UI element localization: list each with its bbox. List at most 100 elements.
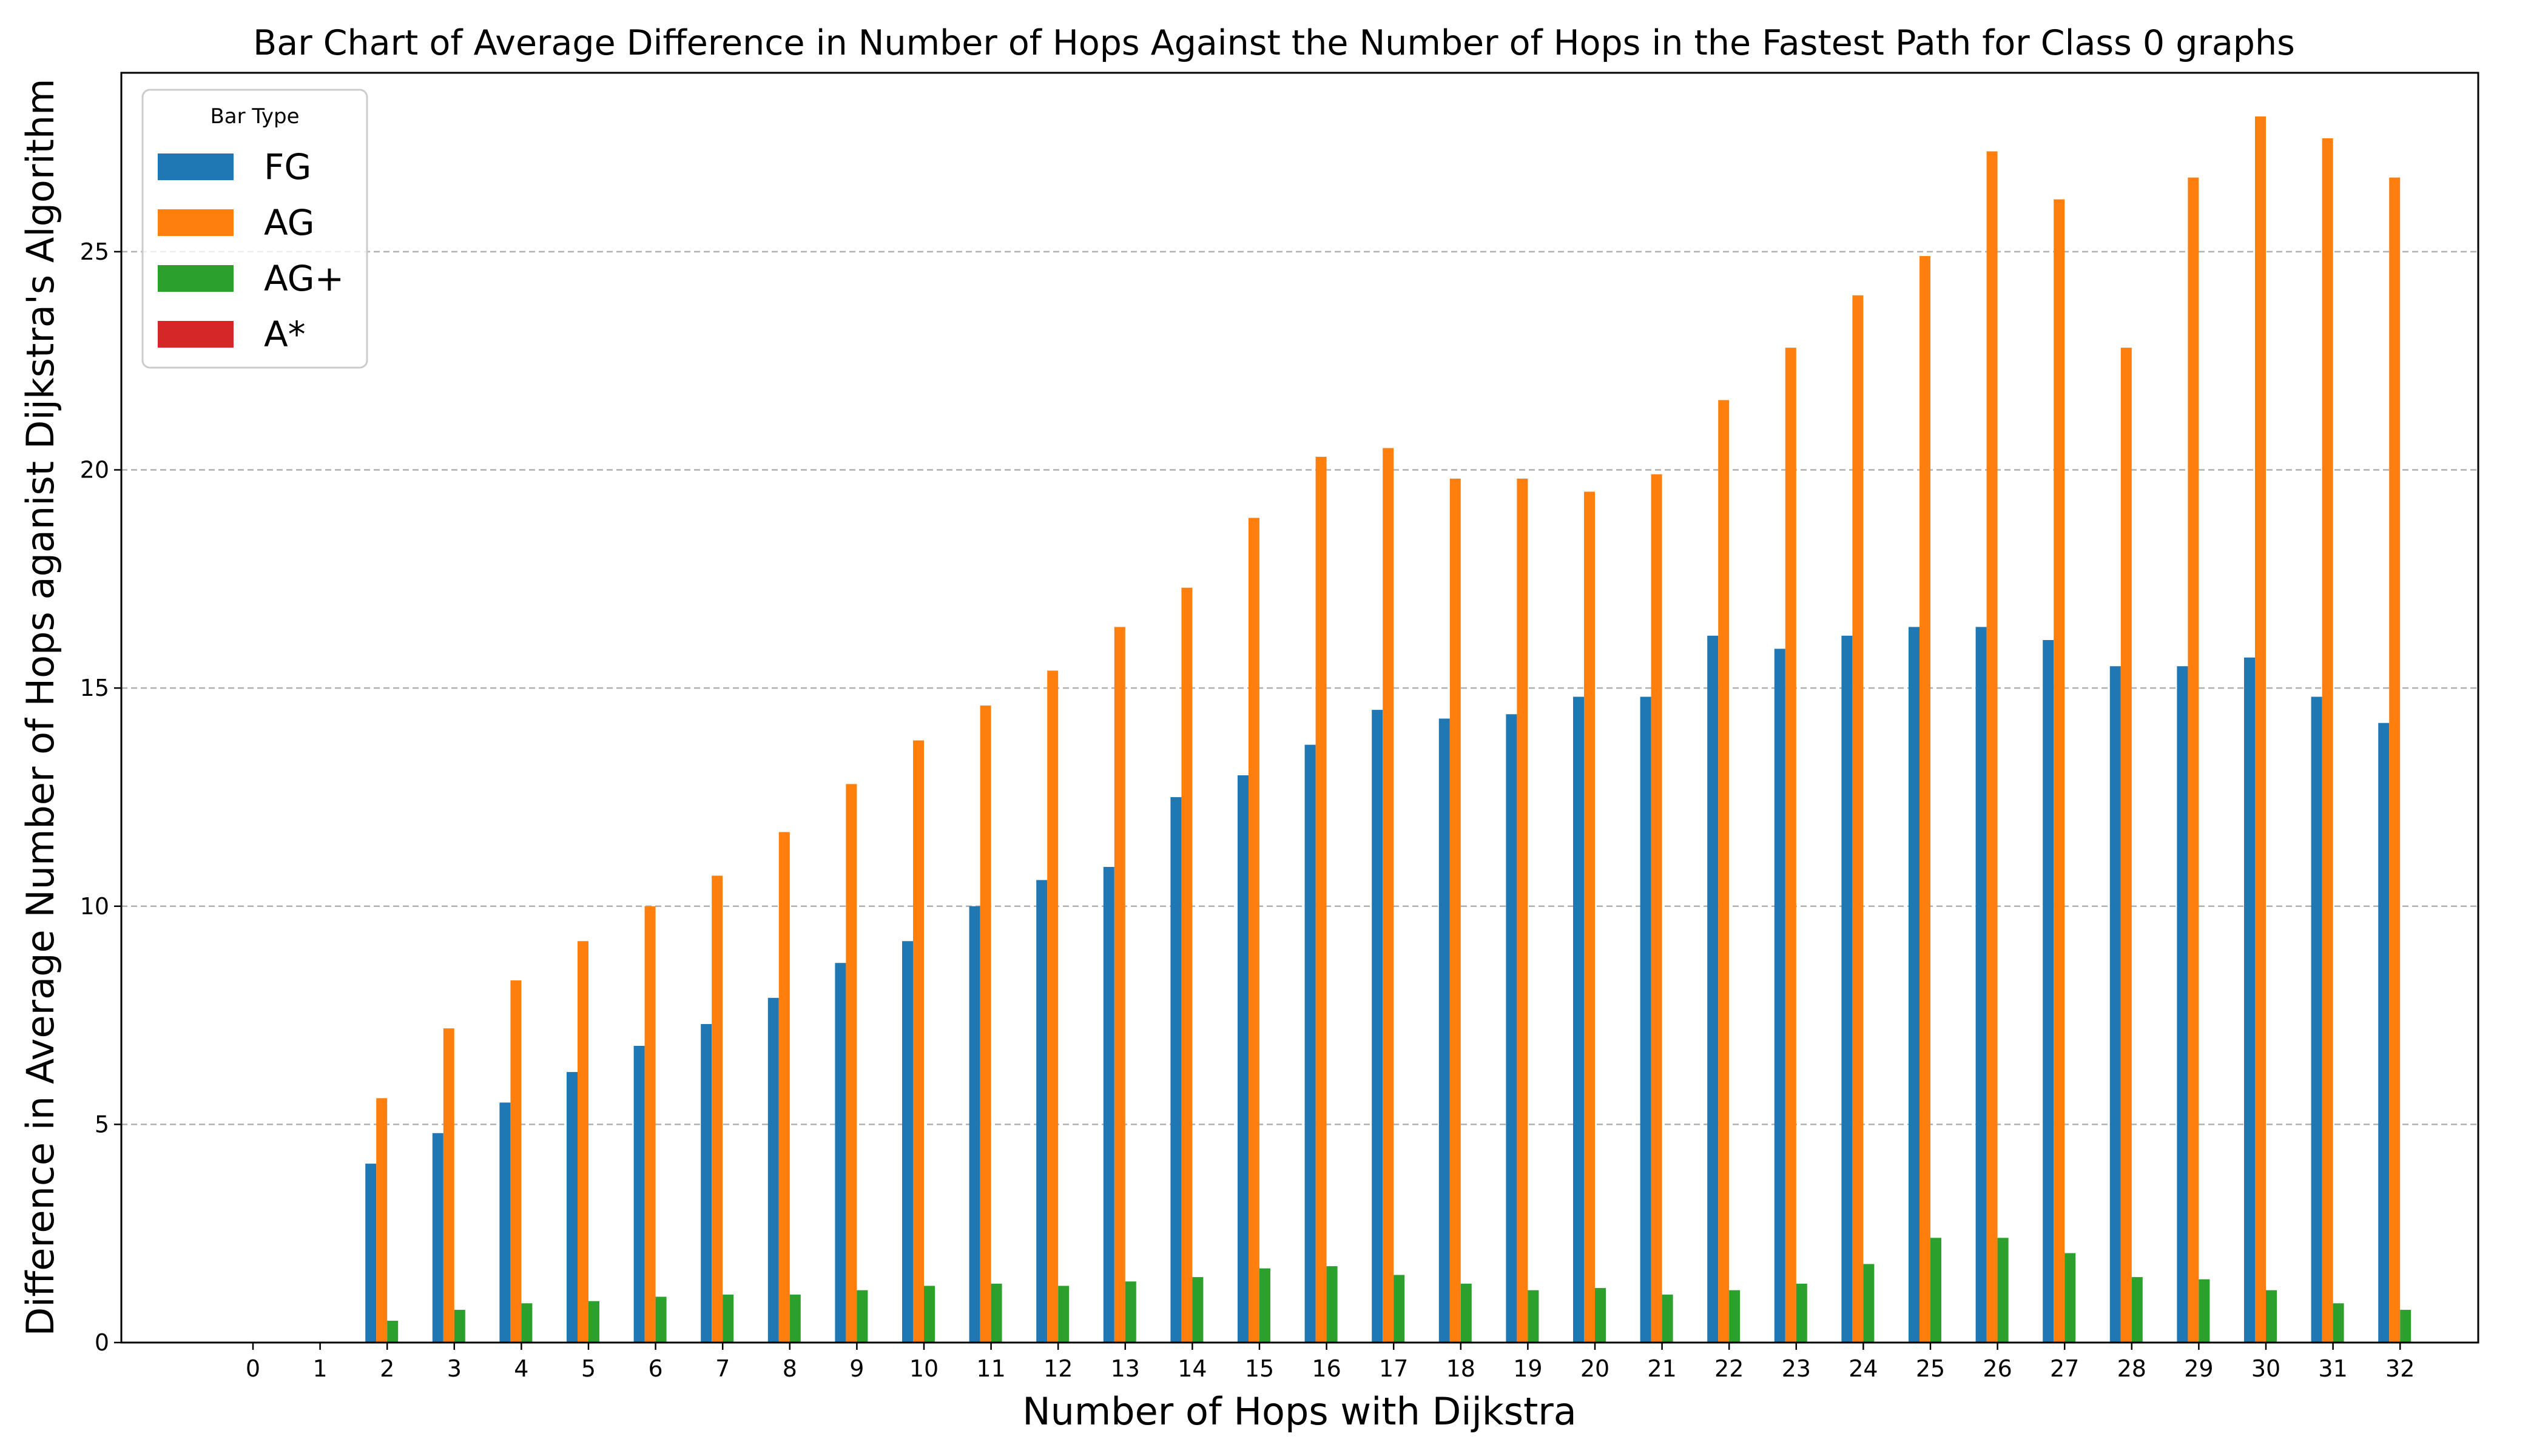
bar-fg-13: [1103, 867, 1114, 1343]
bar-ag-21: [1651, 474, 1662, 1343]
bar-ag-12: [1047, 670, 1059, 1343]
legend-label-fg: FG: [264, 146, 311, 187]
bar-fg-11: [969, 906, 980, 1343]
bar-ag-7: [712, 875, 723, 1343]
y-axis-ticks: 0 5 10 15 20 25: [80, 238, 121, 1356]
bar-ag-27: [2054, 199, 2065, 1343]
bar-ag-5: [578, 941, 588, 1343]
bar-fg-9: [835, 963, 846, 1343]
bar-ag--5: [588, 1301, 599, 1343]
x-axis-ticks: 0 1 2 3 4 5 6 7 8 9 10 11 12 13 14 15 16 17 18 19 20 21 22 23 24…: [246, 1343, 2415, 1382]
bar-fg-8: [767, 997, 779, 1343]
bar-ag--29: [2199, 1279, 2210, 1343]
bar-ag-29: [2188, 177, 2199, 1343]
chart-title: Bar Chart of Average Difference in Numbe…: [253, 23, 2295, 63]
bar-ag-30: [2255, 116, 2266, 1343]
x-tick-label: 6: [649, 1355, 663, 1382]
bar-ag-24: [1852, 295, 1864, 1343]
x-tick-label: 1: [313, 1355, 328, 1382]
bar-ag--3: [454, 1310, 465, 1343]
x-tick-label: 31: [2318, 1355, 2347, 1382]
x-tick-label: 24: [1849, 1355, 1878, 1382]
bar-ag-14: [1181, 587, 1193, 1343]
x-tick-label: 16: [1312, 1355, 1341, 1382]
bar-fg-25: [1909, 627, 1919, 1343]
legend-swatch-ag-: [158, 265, 234, 292]
y-tick-label: 0: [95, 1329, 109, 1356]
bar-ag-13: [1114, 627, 1125, 1343]
bar-ag-18: [1449, 478, 1461, 1343]
bar-ag--21: [1662, 1294, 1673, 1343]
bar-ag-16: [1315, 456, 1327, 1343]
bar-ag--8: [789, 1294, 801, 1343]
x-tick-label: 14: [1178, 1355, 1207, 1382]
bar-fg-7: [701, 1023, 712, 1343]
bar-ag--28: [2131, 1277, 2143, 1343]
bar-ag-11: [980, 705, 991, 1343]
bar-ag--30: [2266, 1290, 2277, 1343]
bar-fg-23: [1774, 649, 1785, 1343]
bar-ag--15: [1259, 1268, 1270, 1343]
x-tick-label: 30: [2251, 1355, 2280, 1382]
x-tick-label: 21: [1647, 1355, 1676, 1382]
bar-ag--23: [1796, 1283, 1807, 1343]
bar-fg-15: [1238, 775, 1249, 1343]
legend-swatch-a-: [158, 321, 234, 348]
bar-ag-22: [1718, 400, 1730, 1343]
bar-fg-6: [633, 1045, 645, 1343]
bar-fg-10: [902, 941, 913, 1343]
legend-title: Bar Type: [210, 104, 299, 129]
bar-fg-16: [1304, 744, 1316, 1343]
bar-ag--14: [1192, 1277, 1204, 1343]
bar-ag-9: [846, 784, 857, 1343]
bar-fg-14: [1170, 797, 1182, 1343]
x-tick-label: 8: [783, 1355, 797, 1382]
bar-ag-31: [2322, 138, 2333, 1343]
bar-ag-19: [1517, 478, 1528, 1343]
legend-label-ag: AG: [264, 202, 315, 243]
x-tick-label: 11: [976, 1355, 1005, 1382]
x-tick-label: 9: [849, 1355, 864, 1382]
plot-area-frame: [120, 72, 2479, 1344]
bar-ag--7: [723, 1294, 734, 1343]
y-tick-label: 5: [95, 1111, 109, 1138]
bar-ag--26: [1997, 1238, 2009, 1343]
bars: [365, 116, 2412, 1343]
bar-ag--31: [2333, 1303, 2344, 1343]
bar-fg-20: [1573, 696, 1584, 1343]
bar-ag--4: [521, 1303, 533, 1343]
bar-fg-27: [2043, 640, 2054, 1343]
x-tick-label: 29: [2184, 1355, 2213, 1382]
x-tick-label: 3: [447, 1355, 462, 1382]
x-tick-label: 2: [380, 1355, 394, 1382]
legend-items: FG AG AG+ A*: [158, 146, 344, 355]
bar-fg-29: [2177, 666, 2188, 1343]
x-tick-label: 5: [581, 1355, 596, 1382]
bar-fg-3: [432, 1133, 443, 1343]
legend-swatch-fg: [158, 153, 234, 180]
bar-fg-2: [365, 1164, 377, 1343]
bar-ag--13: [1125, 1281, 1136, 1343]
bar-ag--22: [1729, 1290, 1741, 1343]
bar-ag-3: [443, 1028, 454, 1343]
x-tick-label: 7: [715, 1355, 730, 1382]
bar-fg-26: [1975, 627, 1987, 1343]
bar-fg-31: [2311, 696, 2322, 1343]
bar-fg-30: [2244, 657, 2255, 1343]
x-tick-label: 15: [1245, 1355, 1274, 1382]
bar-ag-8: [778, 832, 790, 1343]
bar-fg-18: [1438, 718, 1450, 1343]
x-tick-label: 23: [1782, 1355, 1811, 1382]
x-tick-label: 19: [1513, 1355, 1542, 1382]
bar-ag--2: [387, 1321, 399, 1343]
x-tick-label: 32: [2385, 1355, 2415, 1382]
bar-ag-26: [1986, 151, 1998, 1343]
bar-ag--16: [1326, 1266, 1338, 1343]
bar-ag--24: [1863, 1264, 1875, 1343]
x-tick-label: 22: [1714, 1355, 1744, 1382]
y-tick-label: 15: [80, 675, 109, 701]
x-tick-label: 28: [2117, 1355, 2146, 1382]
bar-ag--17: [1394, 1275, 1405, 1343]
x-tick-label: 0: [246, 1355, 260, 1382]
